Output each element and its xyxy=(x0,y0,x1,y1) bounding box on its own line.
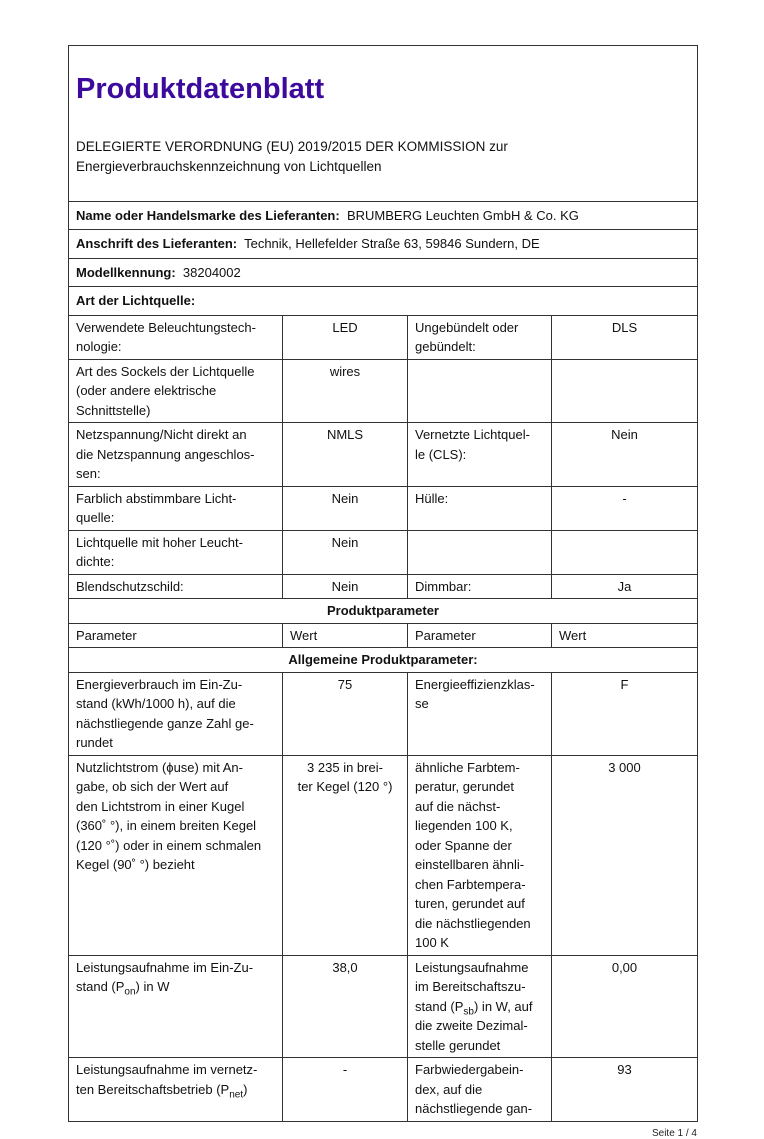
param-cell: Ungebündelt oder gebündelt: xyxy=(407,314,552,360)
supplier-name-value: BRUMBERG Leuchten GmbH & Co. KG xyxy=(346,207,579,223)
table-row: Farblich abstimmbare Licht- quelle: Nein H… xyxy=(68,485,698,531)
supplier-address-row: Anschrift des Lieferanten: Technik, Hell… xyxy=(68,229,698,259)
param-cell: Nutzlichtstrom (ϕuse) mit An- gabe, ob s… xyxy=(68,754,283,956)
param-subscript: sb xyxy=(463,1006,474,1018)
value-cell: 0,00 xyxy=(551,954,698,1058)
param-cell: ähnliche Farbtem- peratur, gerundet auf … xyxy=(407,754,552,956)
value-cell: 3 235 in brei- ter Kegel (120 °) xyxy=(282,754,408,956)
value-cell: 93 xyxy=(551,1057,698,1122)
param-text: ) in W, auf die zweite Dezimal- stelle g… xyxy=(415,998,533,1053)
value-cell: Nein xyxy=(551,422,698,487)
page-number: Seite 1 / 4 xyxy=(651,1127,697,1139)
value-cell: F xyxy=(551,671,698,756)
value-cell: DLS xyxy=(551,314,698,360)
table-row: Blendschutzschild: Nein Dimmbar: Ja xyxy=(68,573,698,599)
param-cell: Blendschutzschild: xyxy=(68,573,283,599)
value-cell: - xyxy=(551,485,698,531)
table-row: Verwendete Beleuchtungstech- nologie: LED… xyxy=(68,314,698,360)
value-cell: wires xyxy=(282,358,408,423)
supplier-name-label: Name oder Handelsmarke des Lieferanten: xyxy=(76,207,340,223)
param-cell: Lichtquelle mit hoher Leucht- dichte: xyxy=(68,529,283,575)
supplier-address-label: Anschrift des Lieferanten: xyxy=(76,236,238,251)
param-cell: Leistungsaufnahme im Bereitschaftszu- st… xyxy=(407,954,552,1058)
param-cell: Hülle: xyxy=(407,485,552,531)
model-row: Modellkennung: 38204002 xyxy=(68,257,698,287)
param-cell: Verwendete Beleuchtungstech- nologie: xyxy=(68,314,283,360)
product-parameters-heading: Produktparameter xyxy=(68,598,698,624)
table-row: Art des Sockels der Lichtquelle (oder an… xyxy=(68,358,698,423)
param-cell: Netzspannung/Nicht direkt an die Netzspa… xyxy=(68,422,283,487)
param-subscript: net xyxy=(229,1089,244,1101)
param-cell xyxy=(407,358,552,423)
table-row: Energieverbrauch im Ein-Zu- stand (kWh/1… xyxy=(68,671,698,756)
product-data-sheet: Produktdatenblatt DELEGIERTE VERORDNUNG … xyxy=(68,45,698,1122)
value-cell: - xyxy=(282,1057,408,1122)
column-header: Wert xyxy=(282,622,408,648)
value-cell xyxy=(551,529,698,575)
param-cell: Dimmbar: xyxy=(407,573,552,599)
page-title: Produktdatenblatt xyxy=(76,72,325,105)
table-row: Lichtquelle mit hoher Leucht- dichte: Nei… xyxy=(68,529,698,575)
column-header: Wert xyxy=(551,622,698,648)
value-cell: Nein xyxy=(282,485,408,531)
value-cell: 38,0 xyxy=(282,954,408,1058)
value-cell: Nein xyxy=(282,529,408,575)
param-text: Leistungsaufnahme im Bereitschaftszu- st… xyxy=(415,959,529,1014)
param-cell: Art des Sockels der Lichtquelle (oder an… xyxy=(68,358,283,423)
column-header: Parameter xyxy=(407,622,552,648)
light-source-type-heading: Art der Lichtquelle: xyxy=(68,286,698,316)
param-cell: Farbwiedergabein- dex, auf die nächstlie… xyxy=(407,1057,552,1122)
param-cell xyxy=(407,529,552,575)
param-text: ) in W xyxy=(135,979,170,994)
table-row: Leistungsaufnahme im Ein-Zu- stand (Pon)… xyxy=(68,954,698,1058)
param-cell: Leistungsaufnahme im vernetz- ten Bereit… xyxy=(68,1057,283,1122)
value-cell xyxy=(551,358,698,423)
table-row: Leistungsaufnahme im vernetz- ten Bereit… xyxy=(68,1057,698,1122)
param-cell: Energieverbrauch im Ein-Zu- stand (kWh/1… xyxy=(68,671,283,756)
data-table: Produktdatenblatt DELEGIERTE VERORDNUNG … xyxy=(68,45,698,1122)
param-text: ) xyxy=(243,1081,248,1097)
value-cell: NMLS xyxy=(282,422,408,487)
value-cell: Nein xyxy=(282,573,408,599)
value-cell: 75 xyxy=(282,671,408,756)
param-text: Leistungsaufnahme im Ein-Zu- stand (P xyxy=(76,959,254,995)
header-cell: Produktdatenblatt DELEGIERTE VERORDNUNG … xyxy=(68,45,698,202)
param-cell: Leistungsaufnahme im Ein-Zu- stand (Pon)… xyxy=(68,954,283,1058)
value-cell: LED xyxy=(282,314,408,360)
regulation-subtitle: DELEGIERTE VERORDNUNG (EU) 2019/2015 DER… xyxy=(76,139,508,174)
value-cell: Ja xyxy=(551,573,698,599)
supplier-address-value: Technik, Hellefelder Straße 63, 59846 Su… xyxy=(244,236,540,251)
param-subscript: on xyxy=(124,986,136,998)
param-cell: Farblich abstimmbare Licht- quelle: xyxy=(68,485,283,531)
column-header: Parameter xyxy=(68,622,283,648)
table-row: Netzspannung/Nicht direkt an die Netzspa… xyxy=(68,422,698,487)
param-cell: Energieeffizienzklas- se xyxy=(407,671,552,756)
column-header-row: Parameter Wert Parameter Wert xyxy=(68,622,698,648)
param-cell: Vernetzte Lichtquel- le (CLS): xyxy=(407,422,552,487)
supplier-name-row: Name oder Handelsmarke des Lieferanten: … xyxy=(68,200,698,230)
value-cell: 3 000 xyxy=(551,754,698,956)
table-row: Nutzlichtstrom (ϕuse) mit An- gabe, ob s… xyxy=(68,754,698,956)
model-value: 38204002 xyxy=(182,264,241,280)
general-parameters-heading: Allgemeine Produktparameter: xyxy=(68,647,698,673)
model-label: Modellkennung: xyxy=(76,264,176,280)
